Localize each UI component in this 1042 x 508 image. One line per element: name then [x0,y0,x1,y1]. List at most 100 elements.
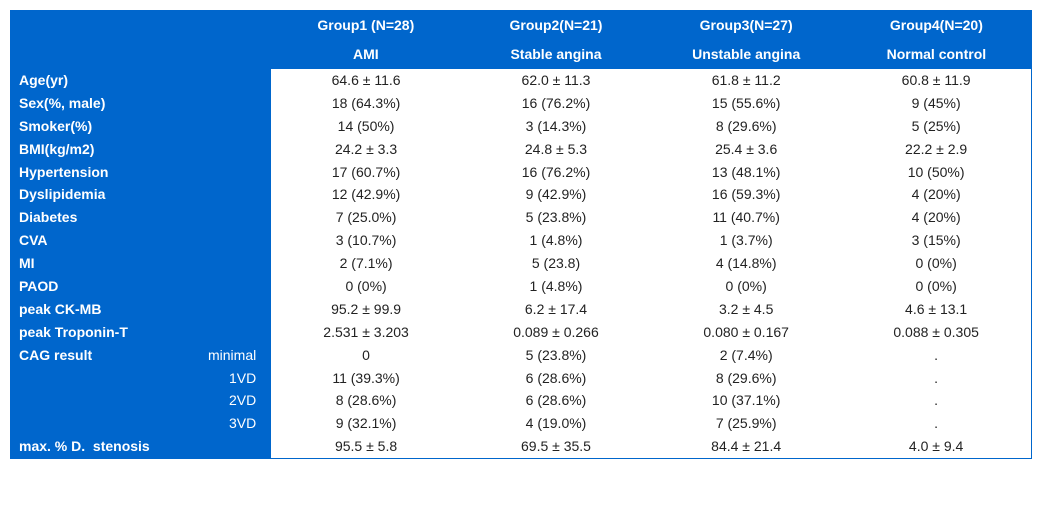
row-label-cva: CVA [11,229,271,252]
row-label-bmi: BMI(kg/m2) [11,138,271,161]
table-row: max. % D. stenosis 95.5 ± 5.8 69.5 ± 35.… [11,435,1032,458]
cell-maxsten-g1: 95.5 ± 5.8 [271,435,461,458]
cell-bmi-g2: 24.8 ± 5.3 [461,138,651,161]
header-blank2 [11,40,271,69]
row-label-dysl: Dyslipidemia [11,183,271,206]
row-sub-1vd: 1VD [181,367,271,390]
cell-cva-g1: 3 (10.7%) [271,229,461,252]
cell-maxsten-g2: 69.5 ± 35.5 [461,435,651,458]
cell-bmi-g4: 22.2 ± 2.9 [841,138,1031,161]
cell-cva-g3: 1 (3.7%) [651,229,841,252]
cell-age-g2: 62.0 ± 11.3 [461,69,651,92]
cell-tropt-g1: 2.531 ± 3.203 [271,321,461,344]
cell-paod-g1: 0 (0%) [271,275,461,298]
cell-htn-g1: 17 (60.7%) [271,161,461,184]
table-row: CVA 3 (10.7%) 1 (4.8%) 1 (3.7%) 3 (15%) [11,229,1032,252]
row-label-blank [11,367,181,390]
row-label-ckmb: peak CK-MB [11,298,271,321]
cell-smoker-g1: 14 (50%) [271,115,461,138]
cell-maxsten-g3: 84.4 ± 21.4 [651,435,841,458]
cell-cagmin-g4: . [841,344,1031,367]
cell-mi-g3: 4 (14.8%) [651,252,841,275]
table-row: CAG result minimal 0 5 (23.8%) 2 (7.4%) … [11,344,1032,367]
cell-dm-g4: 4 (20%) [841,206,1031,229]
cell-cagmin-g2: 5 (23.8%) [461,344,651,367]
table-row: PAOD 0 (0%) 1 (4.8%) 0 (0%) 0 (0%) [11,275,1032,298]
cell-bmi-g3: 25.4 ± 3.6 [651,138,841,161]
cell-cag1vd-g3: 8 (29.6%) [651,367,841,390]
cell-cag3vd-g3: 7 (25.9%) [651,412,841,435]
cell-cag2vd-g2: 6 (28.6%) [461,389,651,412]
header-group3-n: Group3(N=27) [651,11,841,40]
header-group4-label: Normal control [841,40,1031,69]
cell-mi-g1: 2 (7.1%) [271,252,461,275]
table-header-row2: AMI Stable angina Unstable angina Normal… [11,40,1032,69]
cell-smoker-g3: 8 (29.6%) [651,115,841,138]
header-blank [11,11,271,40]
cell-sex-g1: 18 (64.3%) [271,92,461,115]
table-row: peak CK-MB 95.2 ± 99.9 6.2 ± 17.4 3.2 ± … [11,298,1032,321]
header-group1-n: Group1 (N=28) [271,11,461,40]
row-sub-2vd: 2VD [181,389,271,412]
table-row: Diabetes 7 (25.0%) 5 (23.8%) 11 (40.7%) … [11,206,1032,229]
row-label-cag: CAG result [11,344,181,367]
row-label-htn: Hypertension [11,161,271,184]
header-group2-n: Group2(N=21) [461,11,651,40]
row-label-blank [11,389,181,412]
table-row: Sex(%, male) 18 (64.3%) 16 (76.2%) 15 (5… [11,92,1032,115]
cell-dysl-g1: 12 (42.9%) [271,183,461,206]
cell-smoker-g4: 5 (25%) [841,115,1031,138]
row-label-paod: PAOD [11,275,271,298]
cell-sex-g2: 16 (76.2%) [461,92,651,115]
cell-cag1vd-g1: 11 (39.3%) [271,367,461,390]
row-sub-minimal: minimal [181,344,271,367]
header-group2-label: Stable angina [461,40,651,69]
table-row: 3VD 9 (32.1%) 4 (19.0%) 7 (25.9%) . [11,412,1032,435]
row-sub-3vd: 3VD [181,412,271,435]
clinical-characteristics-table: Group1 (N=28) Group2(N=21) Group3(N=27) … [10,10,1032,459]
table-row: Smoker(%) 14 (50%) 3 (14.3%) 8 (29.6%) 5… [11,115,1032,138]
cell-cagmin-g3: 2 (7.4%) [651,344,841,367]
header-group3-label: Unstable angina [651,40,841,69]
cell-mi-g4: 0 (0%) [841,252,1031,275]
cell-dm-g1: 7 (25.0%) [271,206,461,229]
cell-dysl-g3: 16 (59.3%) [651,183,841,206]
cell-paod-g4: 0 (0%) [841,275,1031,298]
cell-smoker-g2: 3 (14.3%) [461,115,651,138]
cell-tropt-g2: 0.089 ± 0.266 [461,321,651,344]
cell-dm-g3: 11 (40.7%) [651,206,841,229]
row-label-age: Age(yr) [11,69,271,92]
cell-ckmb-g2: 6.2 ± 17.4 [461,298,651,321]
cell-sex-g3: 15 (55.6%) [651,92,841,115]
cell-cva-g4: 3 (15%) [841,229,1031,252]
row-label-tropt: peak Troponin-T [11,321,271,344]
header-group1-label: AMI [271,40,461,69]
table-row: Dyslipidemia 12 (42.9%) 9 (42.9%) 16 (59… [11,183,1032,206]
cell-cagmin-g1: 0 [271,344,461,367]
cell-tropt-g3: 0.080 ± 0.167 [651,321,841,344]
cell-htn-g3: 13 (48.1%) [651,161,841,184]
row-label-maxsten: max. % D. stenosis [11,435,271,458]
table-row: 2VD 8 (28.6%) 6 (28.6%) 10 (37.1%) . [11,389,1032,412]
table-row: BMI(kg/m2) 24.2 ± 3.3 24.8 ± 5.3 25.4 ± … [11,138,1032,161]
cell-maxsten-g4: 4.0 ± 9.4 [841,435,1031,458]
cell-sex-g4: 9 (45%) [841,92,1031,115]
cell-cag3vd-g2: 4 (19.0%) [461,412,651,435]
row-label-smoker: Smoker(%) [11,115,271,138]
row-label-sex: Sex(%, male) [11,92,271,115]
table-row: peak Troponin-T 2.531 ± 3.203 0.089 ± 0.… [11,321,1032,344]
row-label-mi: MI [11,252,271,275]
cell-tropt-g4: 0.088 ± 0.305 [841,321,1031,344]
cell-cag3vd-g4: . [841,412,1031,435]
cell-ckmb-g3: 3.2 ± 4.5 [651,298,841,321]
header-group4-n: Group4(N=20) [841,11,1031,40]
cell-age-g3: 61.8 ± 11.2 [651,69,841,92]
table-body: Age(yr) 64.6 ± 11.6 62.0 ± 11.3 61.8 ± 1… [11,69,1032,459]
cell-htn-g4: 10 (50%) [841,161,1031,184]
cell-bmi-g1: 24.2 ± 3.3 [271,138,461,161]
cell-cag2vd-g4: . [841,389,1031,412]
cell-cva-g2: 1 (4.8%) [461,229,651,252]
cell-cag3vd-g1: 9 (32.1%) [271,412,461,435]
cell-cag1vd-g2: 6 (28.6%) [461,367,651,390]
row-label-blank [11,412,181,435]
